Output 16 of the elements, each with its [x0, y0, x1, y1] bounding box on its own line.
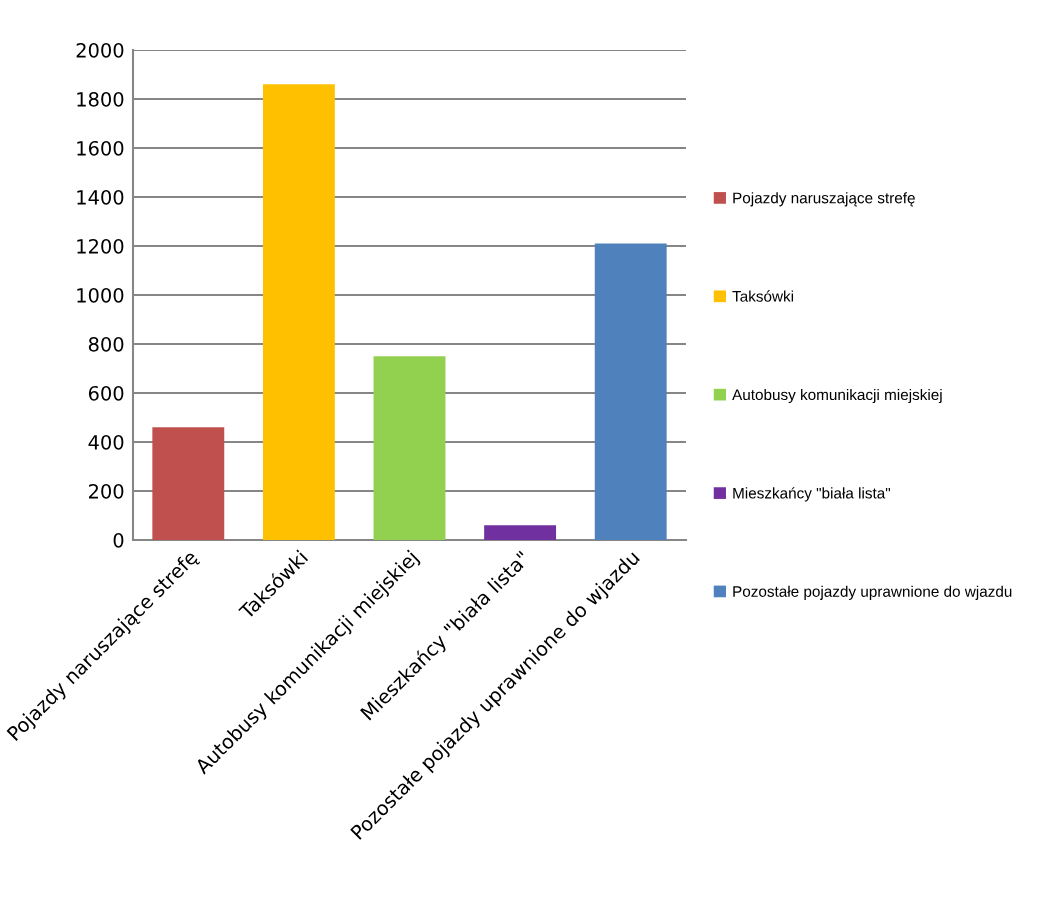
- y-tick-label: 800: [88, 336, 124, 352]
- y-tick-label: 0: [113, 532, 124, 548]
- y-tick-label: 1400: [77, 189, 124, 205]
- legend-label: Pojazdy naruszające strefę: [733, 192, 915, 207]
- legend-label: Mieszkańcy "biała lista": [733, 487, 891, 502]
- y-tick-label: 1600: [77, 140, 124, 156]
- legend-label: Autobusy komunikacji miejskiej: [732, 388, 942, 404]
- y-tick-label: 1200: [77, 238, 124, 254]
- y-tick-label: 2000: [76, 42, 124, 58]
- y-tick-label: 1800: [77, 91, 124, 107]
- y-tick-label: 1000: [77, 287, 124, 303]
- y-tick-label: 400: [88, 434, 124, 450]
- y-tick-label: 200: [88, 483, 124, 499]
- legend-label: Pozostałe pojazdy uprawnione do wjazdu: [733, 585, 1012, 600]
- y-tick-label: 600: [88, 385, 124, 401]
- legend-label: Taksówki: [732, 290, 794, 302]
